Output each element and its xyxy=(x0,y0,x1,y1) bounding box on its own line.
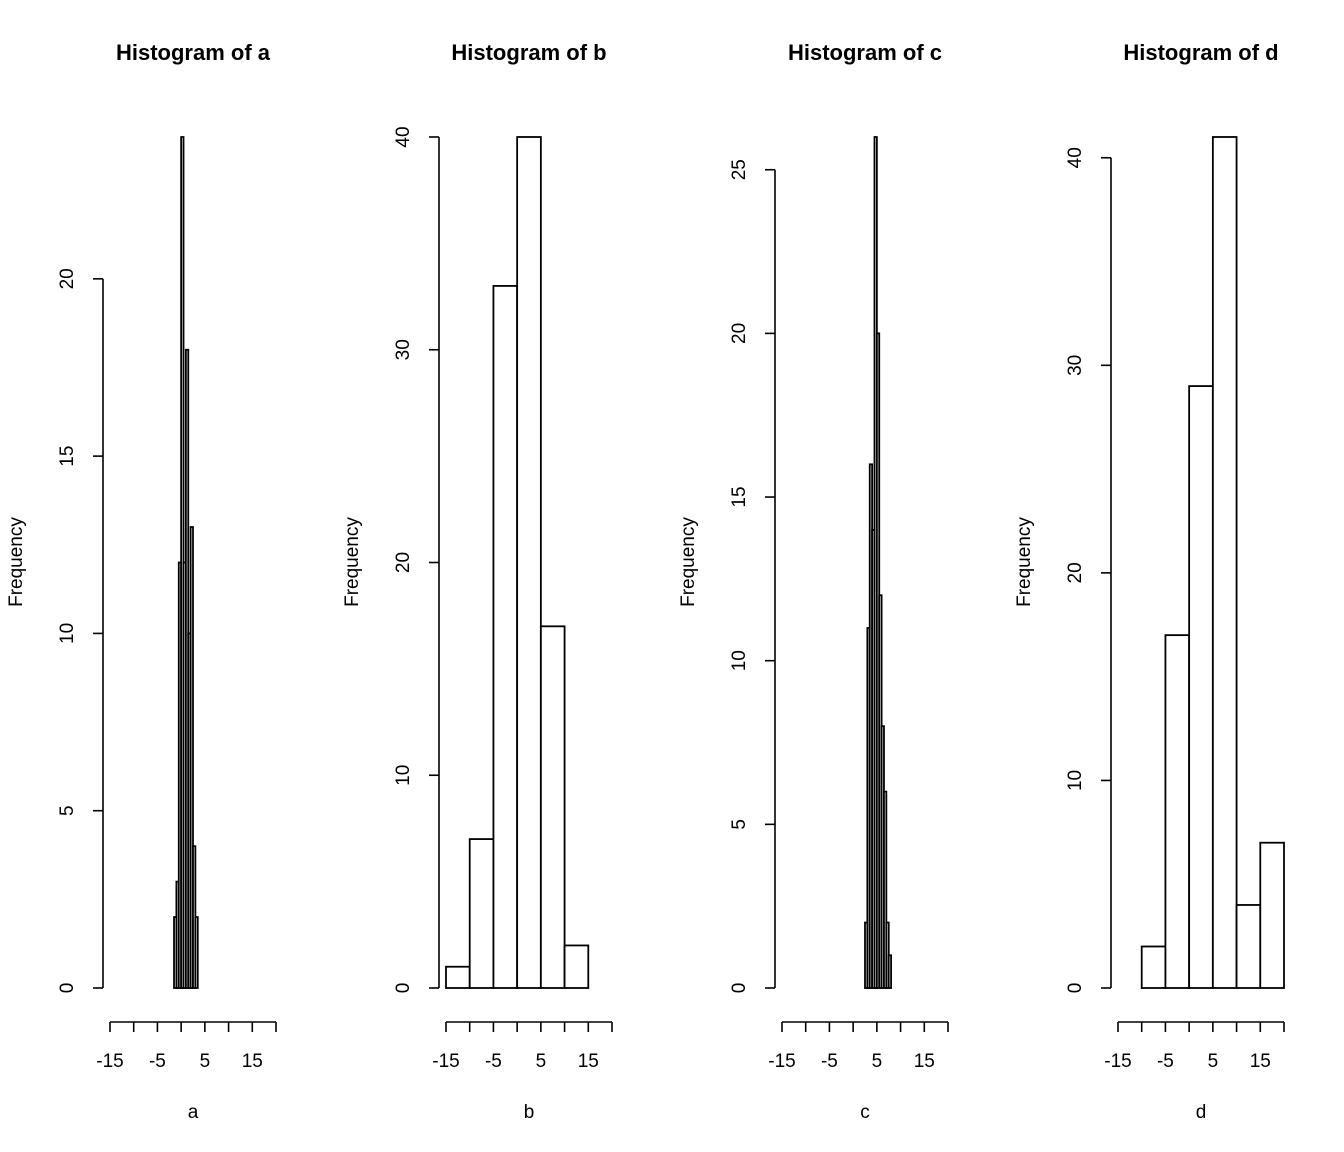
x-tick-label: -15 xyxy=(768,1051,795,1072)
bar xyxy=(194,916,199,989)
x-tick-label: -5 xyxy=(821,1051,838,1072)
y-tick-label: 0 xyxy=(1065,983,1086,994)
x-tick-label: 15 xyxy=(242,1051,263,1072)
y-tick-label: 15 xyxy=(57,446,78,467)
bar xyxy=(1235,904,1262,989)
x-tick-label: 5 xyxy=(200,1051,211,1072)
chart-title: Histogram of b xyxy=(451,40,606,65)
bar xyxy=(539,625,566,989)
x-tick-label: -5 xyxy=(485,1051,502,1072)
x-tick-label: -15 xyxy=(1104,1051,1131,1072)
bar xyxy=(445,965,471,989)
bar xyxy=(1211,136,1238,989)
x-tick-label: 5 xyxy=(872,1051,883,1072)
y-tick-label: 5 xyxy=(729,819,750,830)
bar xyxy=(492,285,519,989)
x-tick-label: -5 xyxy=(149,1051,166,1072)
y-tick-label: 10 xyxy=(729,650,750,671)
y-tick-label: 10 xyxy=(1065,770,1086,791)
chart-title: Histogram of a xyxy=(116,40,271,65)
bar xyxy=(1188,385,1214,989)
y-tick-label: 5 xyxy=(57,805,78,816)
x-axis-label: a xyxy=(188,1102,199,1123)
y-tick-label: 40 xyxy=(393,126,414,147)
y-tick-label: 15 xyxy=(729,486,750,507)
y-axis-label: Frequency xyxy=(342,517,363,607)
y-tick-label: 40 xyxy=(1065,147,1086,168)
chart-title: Histogram of d xyxy=(1123,40,1278,65)
y-tick-label: 30 xyxy=(1065,355,1086,376)
x-tick-label: 15 xyxy=(914,1051,935,1072)
x-tick-label: 15 xyxy=(1250,1051,1271,1072)
y-tick-label: 0 xyxy=(729,983,750,994)
y-axis-label: Frequency xyxy=(1014,517,1035,607)
x-tick-label: 15 xyxy=(578,1051,599,1072)
bar xyxy=(563,944,590,989)
y-tick-label: 20 xyxy=(1065,562,1086,583)
x-tick-label: 5 xyxy=(536,1051,547,1072)
bar xyxy=(1164,634,1191,989)
y-tick-label: 25 xyxy=(729,159,750,180)
y-tick-label: 10 xyxy=(57,623,78,644)
y-tick-label: 0 xyxy=(57,983,78,994)
y-tick-label: 20 xyxy=(57,268,78,289)
x-tick-label: -15 xyxy=(432,1051,459,1072)
bar xyxy=(883,790,888,989)
bar xyxy=(1259,841,1285,989)
bar xyxy=(468,838,495,989)
bar xyxy=(887,954,892,989)
y-tick-label: 20 xyxy=(729,323,750,344)
y-tick-label: 0 xyxy=(393,983,414,994)
bar xyxy=(516,136,542,989)
y-tick-label: 20 xyxy=(393,552,414,573)
x-axis-label: c xyxy=(860,1102,870,1123)
chart-title: Histogram of c xyxy=(788,40,942,65)
x-tick-label: -15 xyxy=(96,1051,123,1072)
x-axis-label: b xyxy=(524,1102,535,1123)
x-axis-label: d xyxy=(1196,1102,1207,1123)
bar xyxy=(189,526,194,989)
y-tick-label: 30 xyxy=(393,339,414,360)
y-tick-label: 10 xyxy=(393,765,414,786)
y-axis-label: Frequency xyxy=(6,517,27,607)
y-axis-label: Frequency xyxy=(678,517,699,607)
x-tick-label: 5 xyxy=(1208,1051,1219,1072)
x-tick-label: -5 xyxy=(1157,1051,1174,1072)
bar xyxy=(1140,945,1167,989)
